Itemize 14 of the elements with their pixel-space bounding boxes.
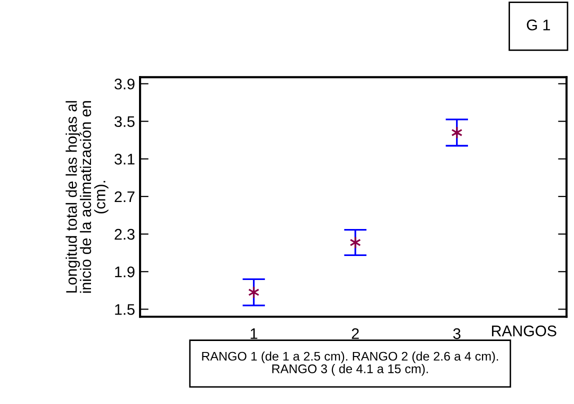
y-tick-label: 2.3 — [114, 228, 135, 240]
y-tick-label: 3.1 — [114, 154, 134, 165]
y-axis-title: Longitud total de las hojas al inicio de la aclimatización en (cm). — [66, 101, 108, 293]
y-tick-label: 2.7 — [114, 191, 134, 202]
y-tick-label: 1.5 — [115, 304, 135, 315]
text: G 1 — [526, 20, 550, 30]
text: RANGO 1 (de 1 a 2.5 cm). RANGO 2 (de 2.6 a 4 cm). RANGO 3 ( de 4.1 a 15 cm). — [202, 351, 498, 376]
x-axis-title: RANGOS — [492, 326, 556, 336]
x-tick-label: 2 — [352, 328, 359, 339]
y-tick-label: 3.9 — [114, 78, 134, 90]
x-tick-label: 3 — [453, 328, 460, 340]
y-tick-label: 3.5 — [114, 116, 135, 128]
x-tick-label: 1 — [250, 328, 258, 339]
y-tick-label: 1.9 — [115, 266, 134, 278]
